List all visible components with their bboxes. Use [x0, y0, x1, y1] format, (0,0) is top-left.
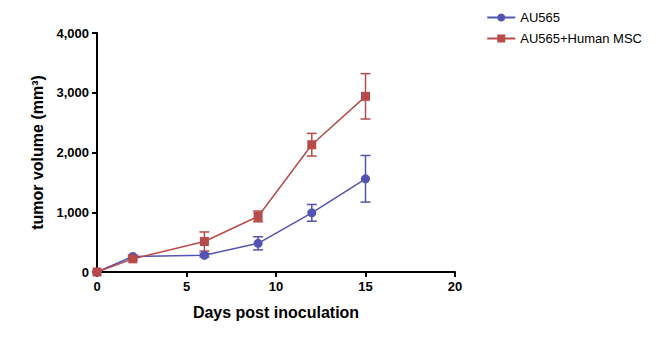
svg-text:4,000: 4,000 — [56, 26, 89, 41]
svg-text:10: 10 — [269, 279, 283, 294]
svg-text:Days post inoculation: Days post inoculation — [193, 304, 359, 321]
svg-text:5: 5 — [183, 279, 190, 294]
svg-text:3,000: 3,000 — [56, 85, 89, 100]
svg-text:AU565: AU565 — [520, 10, 560, 25]
svg-text:0: 0 — [82, 265, 89, 280]
svg-text:0: 0 — [93, 279, 100, 294]
svg-text:AU565+Human MSC: AU565+Human MSC — [520, 31, 642, 46]
svg-text:2,000: 2,000 — [56, 145, 89, 160]
svg-text:20: 20 — [448, 279, 462, 294]
svg-text:tumor volume (mm³): tumor volume (mm³) — [29, 75, 46, 230]
svg-text:15: 15 — [358, 279, 372, 294]
svg-text:1,000: 1,000 — [56, 205, 89, 220]
